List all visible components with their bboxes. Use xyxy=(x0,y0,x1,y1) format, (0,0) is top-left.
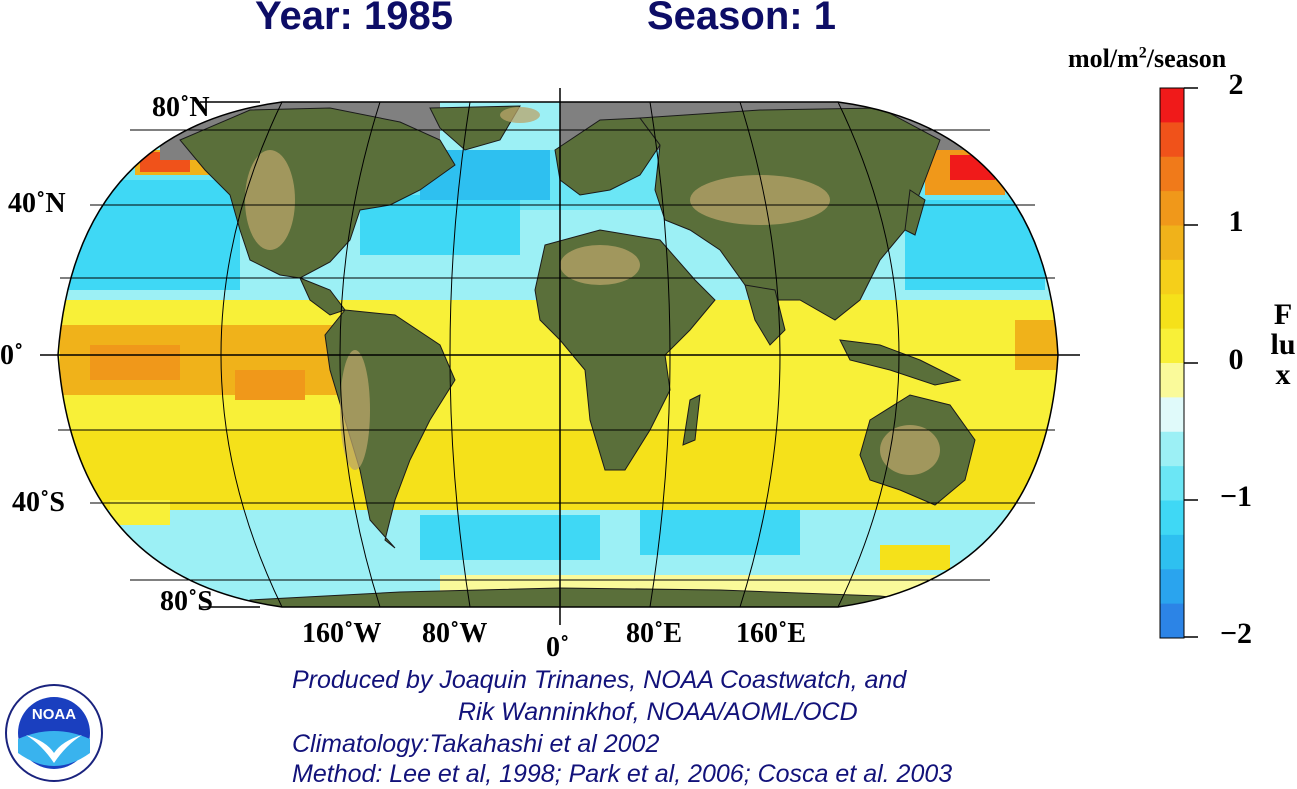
colorbar-cell xyxy=(1160,225,1184,261)
land-indonesia xyxy=(839,339,962,386)
colorbar-cell xyxy=(1160,156,1184,192)
credit-line-4: Method: Lee et al, 1998; Park et al, 200… xyxy=(292,760,953,788)
land-india xyxy=(744,284,786,346)
colorbar-cell xyxy=(1160,363,1184,398)
noaa-logo-text: NOAA xyxy=(32,706,76,723)
flux-patch-pacific-hotspot xyxy=(90,345,180,380)
colorbar-cell xyxy=(1160,191,1184,226)
lon-label-160w: 160˚W xyxy=(302,618,382,649)
colorbar-ticks xyxy=(1184,87,1198,638)
colorbar-cell xyxy=(1160,294,1184,330)
lon-label-160e: 160˚E xyxy=(736,618,806,649)
flux-patch-east-pacific xyxy=(1015,320,1058,370)
colorbar-cell xyxy=(1160,569,1184,605)
land-central-america xyxy=(299,277,346,316)
noaa-logo: NOAA xyxy=(5,684,103,782)
lat-label-0: 0˚ xyxy=(0,340,24,371)
flux-patch-nw-pacific-sink xyxy=(905,200,1045,290)
colorbar-cell xyxy=(1160,431,1184,467)
colorbar-tick-minus1: −1 xyxy=(1219,480,1253,513)
colorbar-tick-minus2: −2 xyxy=(1219,617,1253,650)
colorbar-cell xyxy=(1160,88,1184,123)
land-antarctica xyxy=(239,587,962,607)
lat-label-40s: 40˚S xyxy=(12,487,65,518)
colorbar-tick-0: 0 xyxy=(1228,343,1244,376)
title-year: Year: 1985 xyxy=(255,0,453,38)
flux-patch-kamchatka-hot xyxy=(950,155,995,180)
colorbar-cell xyxy=(1160,328,1184,364)
lon-label-0: 0˚ xyxy=(546,632,570,663)
colorbar-units-base: mol/m xyxy=(1068,44,1139,73)
colorbar-cell xyxy=(1160,466,1184,501)
flux-patch-pacific-hotspot-2 xyxy=(235,370,305,400)
ocean-band-south-sub xyxy=(58,430,1058,510)
colorbar-units-tail: /season xyxy=(1146,44,1227,73)
title-season: Season: 1 xyxy=(647,0,836,38)
colorbar-cell xyxy=(1160,259,1184,295)
colorbar-tick-2: 2 xyxy=(1228,68,1244,101)
map-outline xyxy=(57,101,1059,608)
colorbar-tick-1: 1 xyxy=(1228,205,1244,238)
credit-line-3: Climatology:Takahashi et al 2002 xyxy=(292,730,660,758)
flux-patch-south-indian-sink xyxy=(640,510,800,555)
flux-patch-south-pacific xyxy=(110,500,170,525)
colorbar-units: mol/m2/season xyxy=(1068,44,1226,74)
lat-label-80s: 80˚S xyxy=(160,586,213,617)
terrain-highlights xyxy=(245,107,940,475)
credit-line-1: Produced by Joaquin Trinanes, NOAA Coast… xyxy=(292,666,907,694)
colorbar xyxy=(1160,88,1184,639)
map-clip-group xyxy=(58,102,1058,607)
lon-label-80w: 80˚W xyxy=(422,618,488,649)
lat-label-40n: 40˚N xyxy=(8,188,66,219)
land-europe xyxy=(554,117,661,196)
flux-patch-south-atlantic-sink xyxy=(420,515,600,560)
colorbar-units-exponent: 2 xyxy=(1138,44,1147,62)
land-greenland xyxy=(429,105,521,151)
lat-label-80n: 80˚N xyxy=(152,92,210,123)
land-japan xyxy=(904,189,926,236)
colorbar-cell xyxy=(1160,534,1184,570)
lon-label-80e: 80˚E xyxy=(626,618,682,649)
land-north-america xyxy=(179,107,456,279)
colorbar-cell xyxy=(1160,397,1184,433)
colorbar-cell xyxy=(1160,122,1184,158)
flux-patch-southern-warm xyxy=(880,545,950,570)
credit-line-2: Rik Wanninkhof, NOAA/AOML/OCD xyxy=(458,698,858,726)
colorbar-axis-label: Flux xyxy=(1270,298,1296,391)
colorbar-cell xyxy=(1160,500,1184,536)
colorbar-cell xyxy=(1160,603,1184,639)
